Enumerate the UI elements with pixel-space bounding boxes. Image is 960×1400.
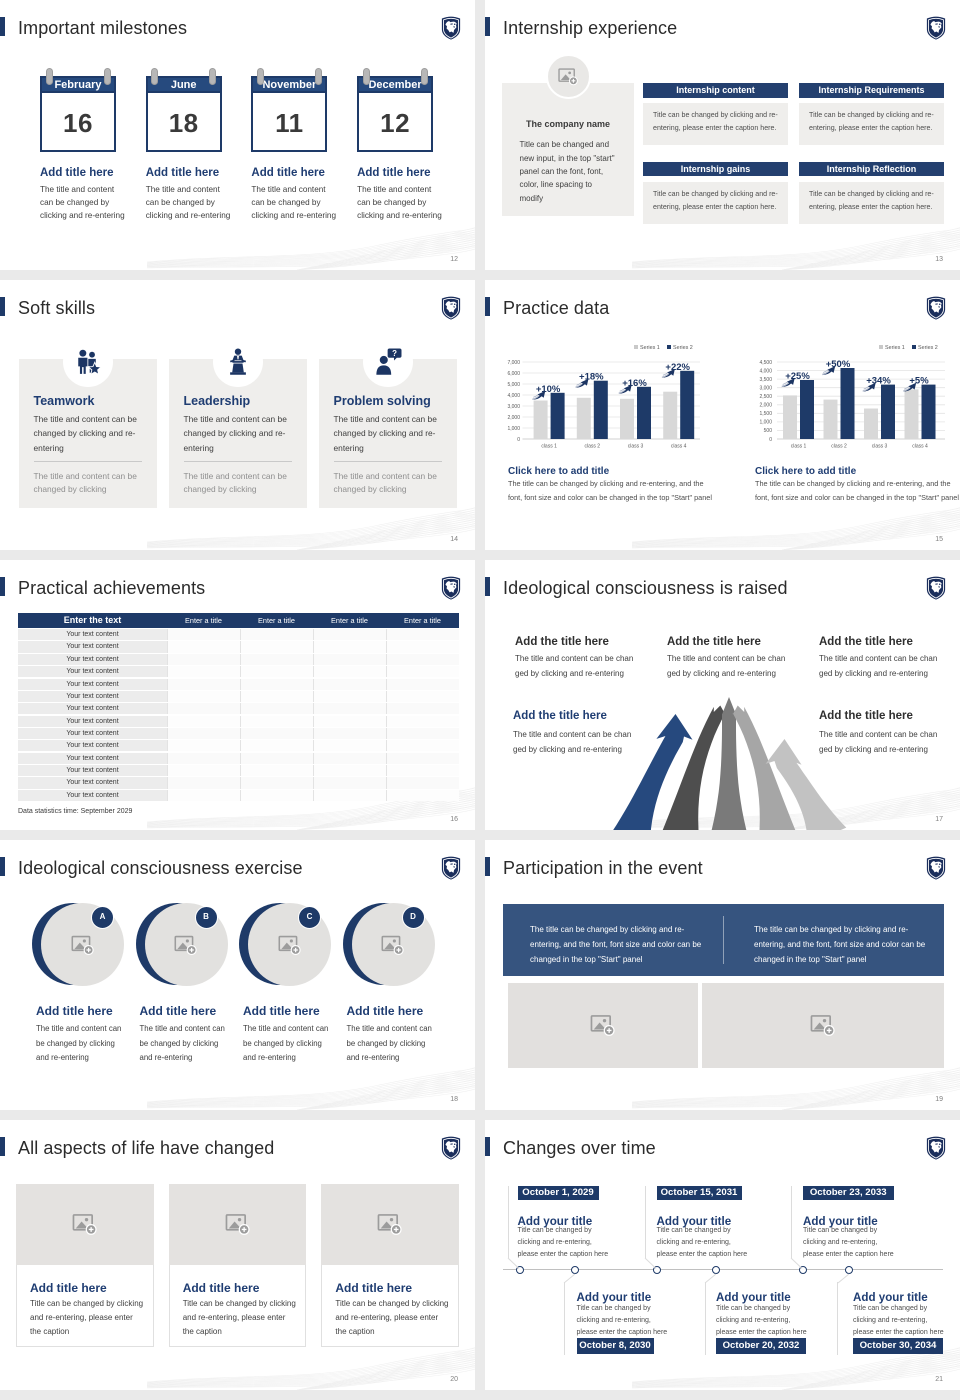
- svg-text:1,000: 1,000: [759, 420, 772, 426]
- svg-text:Series 1: Series 1: [885, 345, 905, 351]
- svg-text:class 4: class 4: [671, 444, 687, 450]
- svg-text:class 2: class 2: [831, 444, 847, 450]
- svg-text:class 1: class 1: [791, 444, 807, 450]
- svg-text:7,000: 7,000: [507, 360, 520, 366]
- svg-text:500: 500: [764, 428, 773, 434]
- svg-text:1,500: 1,500: [759, 411, 772, 417]
- svg-text:2,000: 2,000: [507, 415, 520, 421]
- svg-text:class 4: class 4: [912, 444, 928, 450]
- svg-text:3,000: 3,000: [759, 386, 772, 392]
- svg-text:Series 2: Series 2: [673, 345, 693, 351]
- svg-text:+25%: +25%: [785, 371, 810, 382]
- svg-text:class 2: class 2: [585, 444, 601, 450]
- svg-text:4,500: 4,500: [759, 360, 772, 366]
- svg-text:+18%: +18%: [579, 372, 604, 383]
- svg-text:+50%: +50%: [826, 359, 851, 370]
- svg-text:class 1: class 1: [541, 444, 557, 450]
- svg-text:0: 0: [517, 437, 520, 443]
- svg-text:+34%: +34%: [866, 376, 891, 387]
- svg-text:+10%: +10%: [536, 384, 561, 395]
- svg-text:1,000: 1,000: [507, 426, 520, 432]
- svg-text:4,000: 4,000: [759, 368, 772, 374]
- svg-text:5,000: 5,000: [507, 382, 520, 388]
- svg-text:6,000: 6,000: [507, 371, 520, 377]
- svg-text:Series 1: Series 1: [640, 345, 660, 351]
- svg-text:3,500: 3,500: [759, 377, 772, 383]
- svg-text:+22%: +22%: [665, 362, 690, 373]
- svg-text:Series 2: Series 2: [918, 345, 938, 351]
- svg-text:class 3: class 3: [628, 444, 644, 450]
- svg-text:class 3: class 3: [872, 444, 888, 450]
- svg-text:3,000: 3,000: [507, 404, 520, 410]
- svg-text:0: 0: [769, 437, 772, 443]
- svg-text:4,000: 4,000: [507, 393, 520, 399]
- svg-text:+16%: +16%: [622, 378, 647, 389]
- svg-text:+5%: +5%: [909, 376, 929, 387]
- svg-text:2,000: 2,000: [759, 403, 772, 409]
- svg-text:2,500: 2,500: [759, 394, 772, 400]
